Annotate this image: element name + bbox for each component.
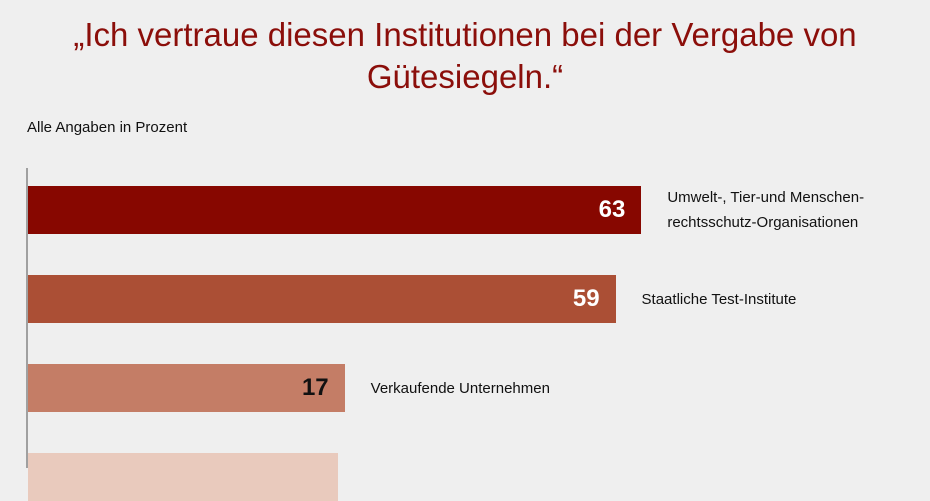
category-label: Verkaufende Unternehmen [370,379,550,397]
value-label: 63 [598,196,626,223]
bar [28,453,339,501]
y-axis-line [26,168,28,468]
value-label: 17 [301,374,329,401]
chart-subtitle: Alle Angaben in Prozent [27,119,188,136]
bar [28,364,345,412]
bar [28,186,642,234]
value-label: 59 [572,285,600,312]
category-label: Staatliche Test-Institute [641,290,797,308]
category-label: Umwelt-, Tier-und Menschen-rechtsschutz-… [667,189,865,231]
bar [28,275,616,323]
chart-title: „Ich vertraue diesen Institutionen bei d… [73,16,857,95]
